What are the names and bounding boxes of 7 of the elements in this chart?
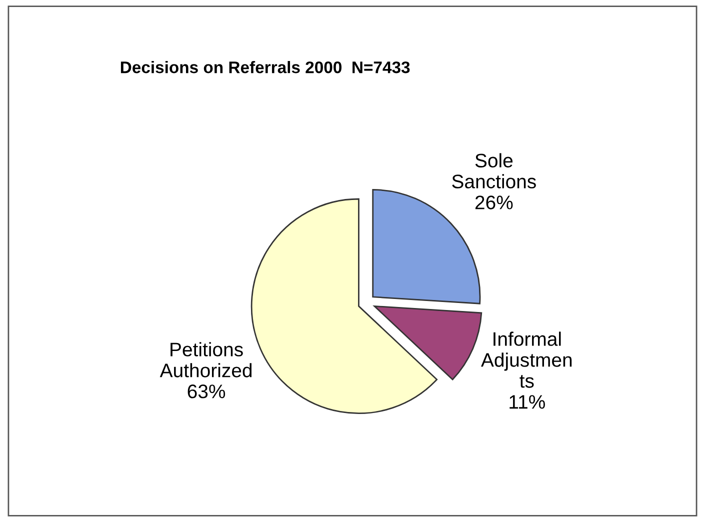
slice-label: Petitions Authorized — [160, 342, 252, 378]
slice-label: Sole Sanctions — [452, 153, 536, 188]
data-label: 11% — [510, 395, 545, 409]
data-label: 63% — [188, 384, 226, 398]
slice-label: Informal Adjustmen ts — [481, 332, 572, 388]
data-label: 26% — [475, 196, 513, 210]
chart-title: Decisions on Referrals 2000 N=7433 — [120, 61, 410, 74]
